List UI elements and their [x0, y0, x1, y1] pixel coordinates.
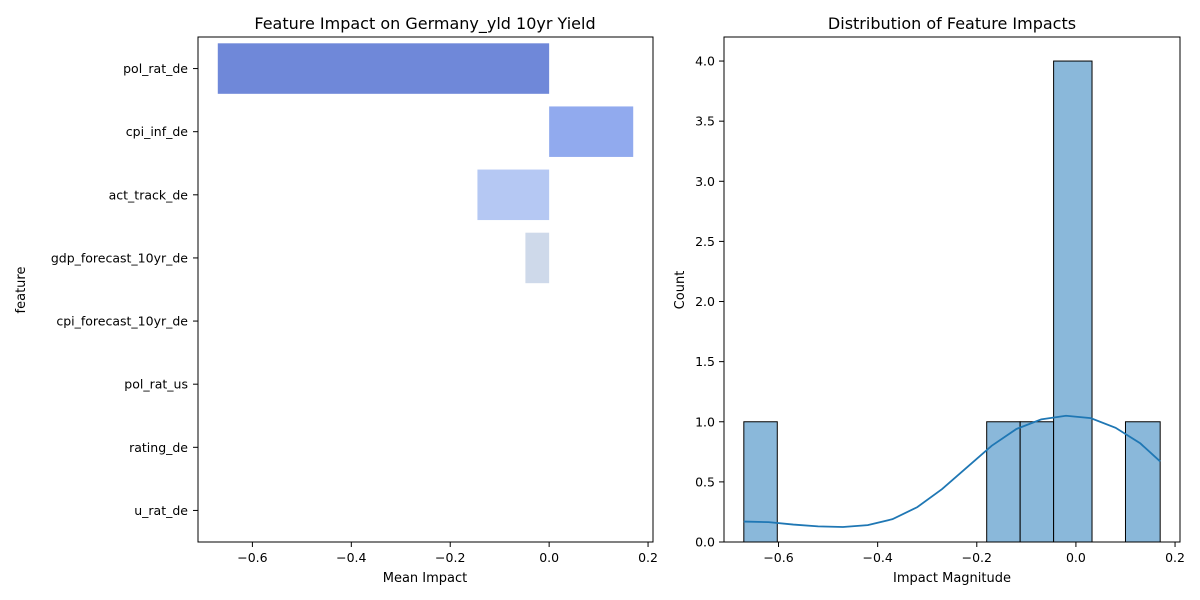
- chart2-bars: [743, 60, 1161, 543]
- hist-bar: [1053, 60, 1093, 543]
- y-tick-label: 0.5: [695, 474, 715, 489]
- hist-bar: [1124, 421, 1161, 543]
- x-tick-label: 0.0: [1066, 550, 1086, 565]
- y-tick-label-rating_de: rating_de: [129, 440, 188, 455]
- y-tick-label-pol_rat_de: pol_rat_de: [123, 61, 188, 76]
- x-tick-label: 0.2: [1165, 550, 1185, 565]
- y-tick-label-u_rat_de: u_rat_de: [134, 503, 188, 518]
- y-tick-label-gdp_forecast_10yr_de: gdp_forecast_10yr_de: [51, 250, 188, 265]
- y-tick-label: 3.0: [695, 174, 715, 189]
- chart2-y-label: Count: [673, 271, 688, 310]
- hist-bar: [743, 421, 778, 543]
- chart2-y-ticks: 0.0 0.5 1.0 1.5 2.0 2.5 3.0 3.5 4.0: [695, 54, 724, 550]
- chart1-x-label: Mean Impact: [383, 571, 468, 586]
- bar-pol_rat_de: [217, 43, 550, 94]
- y-tick-label-cpi_forecast_10yr_de: cpi_forecast_10yr_de: [56, 314, 188, 329]
- chart2-x-label: Impact Magnitude: [893, 571, 1011, 586]
- feature-impact-chart: Feature Impact on Germany_yld 10yr Yield…: [14, 14, 658, 586]
- chart1-x-ticks: −0.6 −0.4 −0.2 0.0 0.2: [237, 542, 658, 565]
- chart1-bars: [217, 43, 634, 284]
- y-tick-label-pol_rat_us: pol_rat_us: [124, 377, 188, 392]
- hist-bar: [1019, 421, 1055, 543]
- x-tick-label: −0.2: [962, 550, 992, 565]
- x-tick-label: −0.6: [763, 550, 793, 565]
- distribution-chart: Distribution of Feature Impacts 0.0 0.5 1.…: [673, 14, 1185, 586]
- chart2-kde-line: [743, 414, 1161, 528]
- x-tick-label: −0.6: [237, 550, 267, 565]
- chart2-title: Distribution of Feature Impacts: [828, 14, 1076, 33]
- y-tick-label: 2.0: [695, 294, 715, 309]
- chart1-axes-frame: [197, 36, 654, 543]
- x-tick-label: −0.4: [336, 550, 366, 565]
- y-tick-label-cpi_inf_de: cpi_inf_de: [126, 124, 189, 139]
- x-tick-label: −0.2: [435, 550, 465, 565]
- x-tick-label: 0.0: [539, 550, 559, 565]
- chart2-axes-frame: [723, 36, 1181, 543]
- hist-bar: [986, 421, 1021, 543]
- x-tick-label: −0.4: [862, 550, 892, 565]
- bar-gdp_forecast_10yr_de: [525, 232, 550, 284]
- chart1-y-label: feature: [14, 267, 29, 314]
- chart1-y-ticks: pol_rat_de cpi_inf_de act_track_de gdp_fore…: [51, 61, 198, 518]
- y-tick-label: 2.5: [695, 234, 715, 249]
- y-tick-label: 4.0: [695, 54, 715, 69]
- y-tick-label: 1.0: [695, 414, 715, 429]
- chart2-x-ticks: −0.6 −0.4 −0.2 0.0 0.2: [763, 542, 1185, 565]
- bar-act_track_de: [477, 169, 550, 221]
- y-tick-label: 0.0: [695, 535, 715, 550]
- y-tick-label: 1.5: [695, 354, 715, 369]
- y-tick-label: 3.5: [695, 114, 715, 129]
- bar-cpi_inf_de: [549, 106, 634, 157]
- chart1-title: Feature Impact on Germany_yld 10yr Yield: [254, 14, 595, 34]
- y-tick-label-act_track_de: act_track_de: [109, 187, 189, 202]
- x-tick-label: 0.2: [638, 550, 658, 565]
